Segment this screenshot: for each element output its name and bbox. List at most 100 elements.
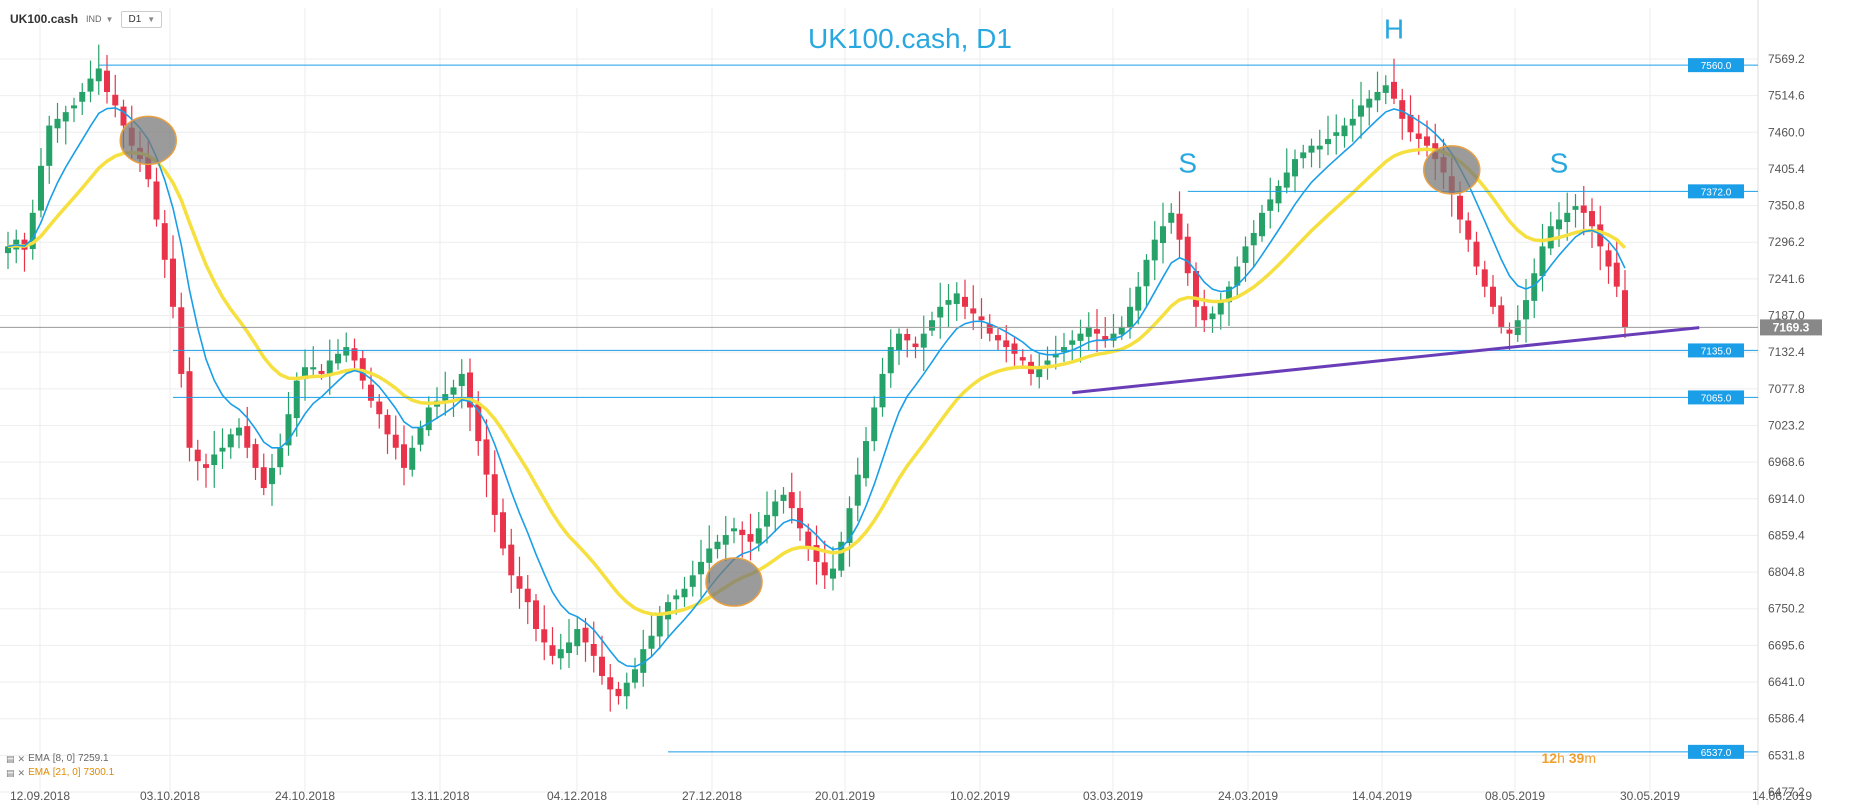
y-tick-label: 7514.6 bbox=[1768, 89, 1805, 103]
candle-countdown: 12h 39m bbox=[1541, 750, 1596, 766]
y-tick-label: 6586.4 bbox=[1768, 712, 1805, 726]
candle-body bbox=[1135, 286, 1142, 311]
candle-body bbox=[607, 677, 614, 690]
candle-body bbox=[1085, 326, 1092, 337]
candle-body bbox=[1407, 114, 1414, 133]
candle-body bbox=[1069, 340, 1076, 345]
candle-body bbox=[1556, 219, 1562, 230]
candle-body bbox=[1589, 211, 1595, 227]
y-tick-label: 6695.6 bbox=[1768, 638, 1805, 652]
candle-body bbox=[599, 656, 605, 677]
candle-body bbox=[945, 300, 952, 305]
candle-body bbox=[491, 474, 498, 515]
x-tick-label: 12.09.2018 bbox=[10, 789, 70, 803]
candle-body bbox=[260, 467, 267, 489]
candle-body bbox=[1572, 206, 1579, 210]
candle-body bbox=[1564, 212, 1571, 222]
candle-body bbox=[830, 568, 836, 579]
candle-body bbox=[335, 353, 341, 364]
y-tick-label: 7023.2 bbox=[1768, 418, 1805, 432]
y-tick-label: 7077.8 bbox=[1768, 382, 1805, 396]
x-tick-label: 10.02.2019 bbox=[950, 789, 1010, 803]
x-tick-label: 03.10.2018 bbox=[140, 789, 200, 803]
x-tick-label: 03.03.2019 bbox=[1083, 789, 1143, 803]
y-tick-label: 6804.8 bbox=[1768, 565, 1805, 579]
candle-body bbox=[879, 373, 886, 408]
candle-body bbox=[805, 531, 812, 549]
level-price-tag bbox=[1688, 390, 1744, 405]
candle-body bbox=[1506, 329, 1513, 334]
candle-body bbox=[995, 335, 1001, 341]
candle-body bbox=[351, 348, 358, 361]
candle-body bbox=[871, 407, 878, 442]
candle-body bbox=[384, 414, 391, 435]
candle-body bbox=[953, 293, 960, 304]
candle-body bbox=[1473, 241, 1480, 267]
candle-body bbox=[1325, 138, 1331, 145]
chevron-down-icon: ▼ bbox=[147, 14, 156, 24]
candle-body bbox=[483, 439, 490, 475]
close-icon[interactable]: ✕ bbox=[17, 754, 26, 764]
candle-body bbox=[104, 70, 110, 92]
candle-body bbox=[1539, 246, 1546, 277]
candle-body bbox=[95, 68, 102, 82]
symbol-name: UK100.cash bbox=[10, 12, 79, 26]
candle-body bbox=[46, 125, 53, 166]
settings-icon[interactable]: ▤ bbox=[6, 768, 15, 778]
candle-body bbox=[797, 507, 803, 529]
candle-body bbox=[1226, 286, 1232, 303]
legend-ema-fast[interactable]: ▤ ✕ EMA [8, 0] 7259.1 bbox=[6, 752, 114, 766]
candle-body bbox=[508, 544, 515, 576]
trendline bbox=[1072, 326, 1700, 395]
candle-body bbox=[236, 427, 242, 436]
ema-fast-line bbox=[7, 107, 1626, 668]
candle-body bbox=[978, 316, 985, 321]
candle-body bbox=[417, 427, 424, 445]
candle-body bbox=[401, 444, 407, 468]
candle-body bbox=[887, 347, 894, 374]
candle-body bbox=[838, 541, 845, 571]
candle-body bbox=[87, 78, 94, 92]
ema-slow-value: 7300.1 bbox=[83, 767, 115, 778]
close-icon[interactable]: ✕ bbox=[17, 768, 26, 778]
candle-body bbox=[467, 372, 473, 408]
candle-body bbox=[318, 370, 325, 374]
candle-body bbox=[277, 447, 284, 468]
y-tick-label: 7187.0 bbox=[1768, 309, 1805, 323]
candle-body bbox=[1531, 273, 1538, 301]
instrument-type-label: IND bbox=[86, 14, 102, 24]
level-price-tag bbox=[1688, 184, 1744, 199]
candle-body bbox=[1465, 220, 1472, 240]
candle-body bbox=[714, 541, 721, 550]
timeframe-label: D1 bbox=[128, 13, 142, 25]
candle-body bbox=[962, 296, 968, 307]
timeframe-dropdown[interactable]: D1 ▼ bbox=[121, 10, 163, 28]
candle-body bbox=[1300, 152, 1307, 159]
candle-body bbox=[747, 534, 754, 542]
indicator-legend: ▤ ✕ EMA [8, 0] 7259.1 ▤ ✕ EMA [21, 0] 73… bbox=[6, 752, 114, 780]
y-tick-label: 7460.0 bbox=[1768, 125, 1805, 139]
candle-body bbox=[904, 333, 911, 341]
candle-body bbox=[186, 371, 193, 448]
candle-body bbox=[722, 535, 729, 545]
timer-minutes: 39 bbox=[1568, 750, 1585, 766]
candle-body bbox=[533, 600, 539, 630]
y-tick-label: 7569.2 bbox=[1768, 52, 1805, 66]
x-tick-label: 13.11.2018 bbox=[410, 789, 469, 803]
candle-body bbox=[1523, 300, 1529, 320]
candle-body bbox=[929, 320, 935, 331]
settings-icon[interactable]: ▤ bbox=[6, 754, 15, 764]
candle-body bbox=[1118, 326, 1125, 335]
y-tick-label: 7132.4 bbox=[1768, 345, 1805, 359]
candle-body bbox=[1341, 125, 1348, 137]
candle-body bbox=[425, 407, 432, 431]
candle-body bbox=[615, 688, 622, 697]
legend-ema-slow[interactable]: ▤ ✕ EMA [21, 0] 7300.1 bbox=[6, 766, 114, 780]
candle-body bbox=[656, 615, 663, 637]
instrument-type-selector[interactable]: IND ▼ bbox=[86, 14, 113, 24]
candle-body bbox=[863, 441, 869, 479]
candle-body bbox=[1333, 132, 1340, 136]
candle-body bbox=[846, 508, 853, 543]
candle-body bbox=[582, 627, 589, 643]
